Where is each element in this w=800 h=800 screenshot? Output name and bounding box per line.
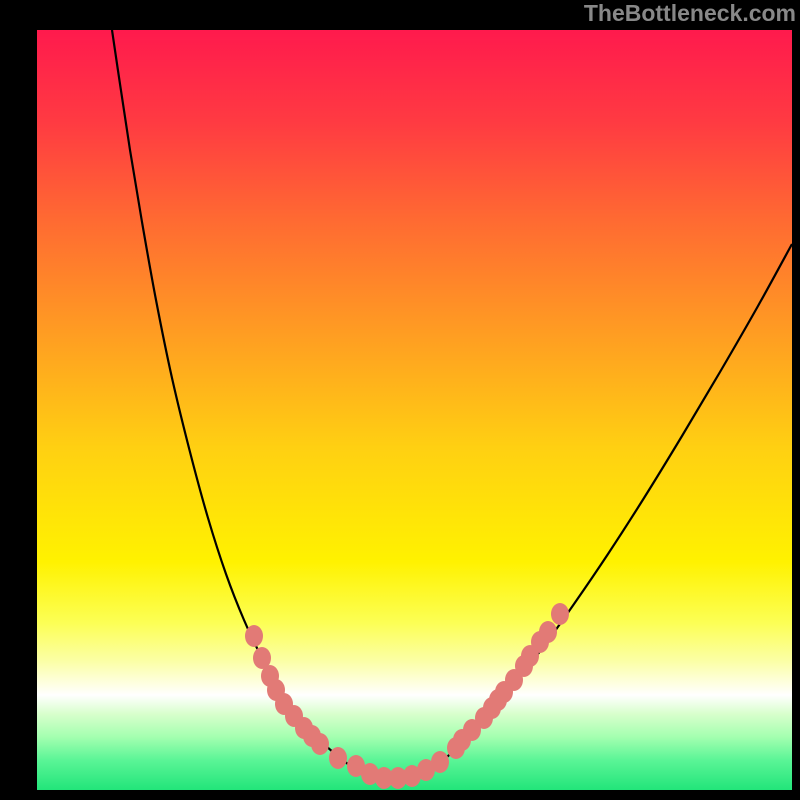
- bottleneck-chart: [0, 0, 800, 800]
- watermark-text: TheBottleneck.com: [584, 0, 800, 27]
- marker-point: [329, 747, 347, 769]
- marker-point: [245, 625, 263, 647]
- plot-background: [37, 30, 792, 790]
- marker-point: [539, 621, 557, 643]
- marker-point: [431, 751, 449, 773]
- marker-point: [311, 733, 329, 755]
- marker-point: [551, 603, 569, 625]
